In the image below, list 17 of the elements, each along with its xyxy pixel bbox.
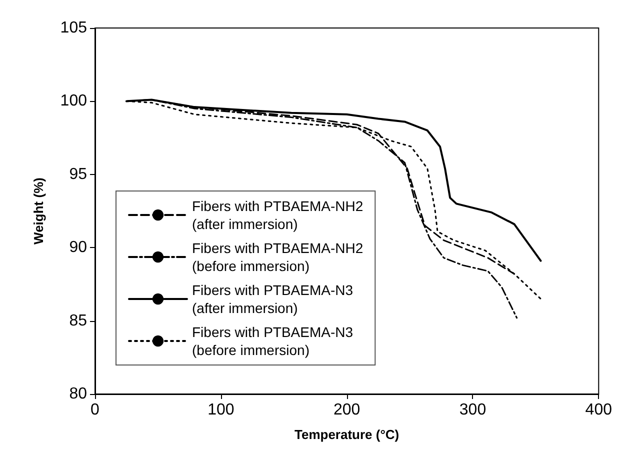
legend-label: Fibers with PTBAEMA-N3 (before immersion) — [192, 324, 354, 358]
legend-label: Fibers with PTBAEMA-NH2 (before immersion) — [192, 240, 364, 274]
y-tick-label: 90 — [69, 239, 88, 256]
y-tick-label: 105 — [60, 20, 88, 36]
x-axis-title: Temperature (°C) — [294, 427, 400, 442]
y-tick-label: 95 — [69, 166, 88, 183]
y-tick-label: 80 — [69, 386, 88, 402]
y-tick-label: 85 — [69, 312, 88, 330]
x-tick-label: 0 — [90, 402, 100, 418]
x-tick-label: 300 — [459, 402, 486, 418]
legend-label: Fibers with PTBAEMA-N3 (after immersion) — [192, 282, 354, 316]
y-axis-title: Weight (%) — [31, 178, 46, 244]
y-tick-label: 100 — [60, 92, 88, 110]
x-tick-label: 100 — [208, 402, 234, 418]
legend-label: Fibers with PTBAEMA-NH2 (after immersion) — [192, 198, 364, 232]
x-tick-label: 400 — [585, 402, 612, 418]
x-tick-label: 200 — [333, 402, 360, 418]
